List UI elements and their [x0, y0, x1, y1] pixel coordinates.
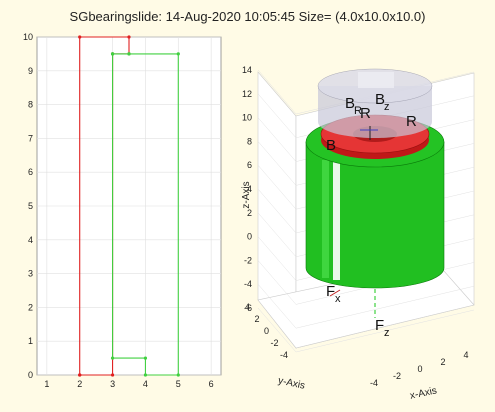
series-point [110, 52, 115, 56]
cap-block [358, 72, 394, 88]
z-tick-label: -2 [244, 255, 252, 265]
wall-grid-line [257, 93, 297, 138]
x-tick-label: -4 [370, 378, 378, 388]
y-tick-label: 1 [28, 336, 33, 346]
series-point [176, 52, 180, 56]
x-tick-label: 5 [176, 379, 181, 389]
x-tick-label: 4 [463, 350, 468, 360]
y-tick-label: 7 [28, 133, 33, 143]
x-axis-label: x-Axis [409, 385, 438, 401]
x-tick-label: -2 [393, 371, 401, 381]
x-tick-label: 2 [440, 357, 445, 367]
annotation-subscript: z [384, 327, 390, 339]
wall-grid-line [295, 285, 475, 329]
x-tick-label: 4 [143, 379, 148, 389]
y-tick-label: -4 [280, 350, 288, 360]
series-point [110, 356, 115, 360]
left-plot: 1 2 3 4 5 6 0 1 2 3 4 5 6 7 8 9 10 [23, 32, 222, 389]
series-point [78, 35, 82, 39]
series-point [110, 373, 115, 377]
series-point [127, 52, 131, 56]
series-point [143, 356, 148, 360]
annotation-label: B [375, 91, 385, 108]
wall-grid-line [295, 309, 475, 353]
series-line-1 [112, 53, 179, 376]
annotation-label: R [360, 105, 371, 122]
z-tick-label: 10 [242, 113, 252, 123]
y-tick-label: 4 [28, 235, 33, 245]
annotation-label: R [406, 113, 417, 130]
z-tick-label: 8 [247, 136, 252, 146]
y-tick-label: 9 [28, 66, 33, 76]
series-point [127, 35, 131, 39]
wall-grid-line [257, 260, 297, 305]
wall-grid-line [257, 165, 297, 210]
wall-grid-line [257, 307, 297, 353]
z-tick-label: -4 [244, 279, 252, 289]
y-tick-label: 2 [28, 302, 33, 312]
wall-grid-line [257, 188, 297, 234]
left-series [78, 35, 180, 377]
z-axis-label: z-Axis [241, 181, 252, 208]
wall-grid-line [257, 69, 297, 115]
left-ticks: 1 2 3 4 5 6 0 1 2 3 4 5 6 7 8 9 10 [23, 32, 214, 389]
annotation-label: B [345, 95, 355, 112]
series-point [143, 373, 148, 377]
y-tick-label: 5 [28, 201, 33, 211]
wall-grid-line [257, 284, 297, 329]
y-tick-label: 2 [254, 314, 259, 324]
y-axis-label: y-Axis [277, 375, 306, 391]
x-tick-label: 6 [209, 379, 214, 389]
annotation-label: F [326, 283, 335, 300]
y-tick-label: 6 [28, 167, 33, 177]
wall-grid-line [257, 141, 297, 186]
z-tick-label: 4 [247, 184, 252, 194]
z-tick-label: 14 [242, 65, 252, 75]
wall-grid-line [257, 236, 297, 281]
series-point [78, 373, 82, 377]
series-point [176, 373, 180, 377]
z-tick-label: -6 [244, 303, 252, 313]
z-tick-label: 12 [242, 89, 252, 99]
annotation-subscript: R [354, 105, 362, 117]
wall-grid-line [257, 212, 297, 257]
y-tick-label: 4 [245, 302, 250, 312]
outer-cylinder-body [305, 141, 445, 289]
y-tick-label: -2 [270, 338, 278, 348]
annotation-subscript: x [335, 293, 341, 305]
z-tick-label: 0 [247, 232, 252, 242]
wall-grid-line [257, 117, 297, 162]
x-tick-label: 3 [110, 379, 115, 389]
figure-title: SGbearingslide: 14-Aug-2020 10:05:45 Siz… [69, 9, 426, 24]
x-tick-label: 0 [417, 364, 422, 374]
fx-vector [329, 289, 341, 297]
outer-cylinder-gap [333, 160, 340, 280]
annotation-label: B [326, 137, 336, 154]
y-tick-label: 3 [28, 269, 33, 279]
y-tick-label: 0 [264, 326, 269, 336]
y-tick-label: 8 [28, 100, 33, 110]
x-tick-label: 1 [44, 379, 49, 389]
annotation-label: F [375, 317, 384, 334]
outer-cylinder-highlight [322, 160, 329, 278]
annotation-subscript: z [384, 101, 390, 113]
z-tick-label: 2 [247, 208, 252, 218]
y-tick-label: 0 [28, 370, 33, 380]
z-tick-label: 6 [247, 160, 252, 170]
x-tick-label: 2 [77, 379, 82, 389]
y-tick-label: 10 [23, 32, 33, 42]
